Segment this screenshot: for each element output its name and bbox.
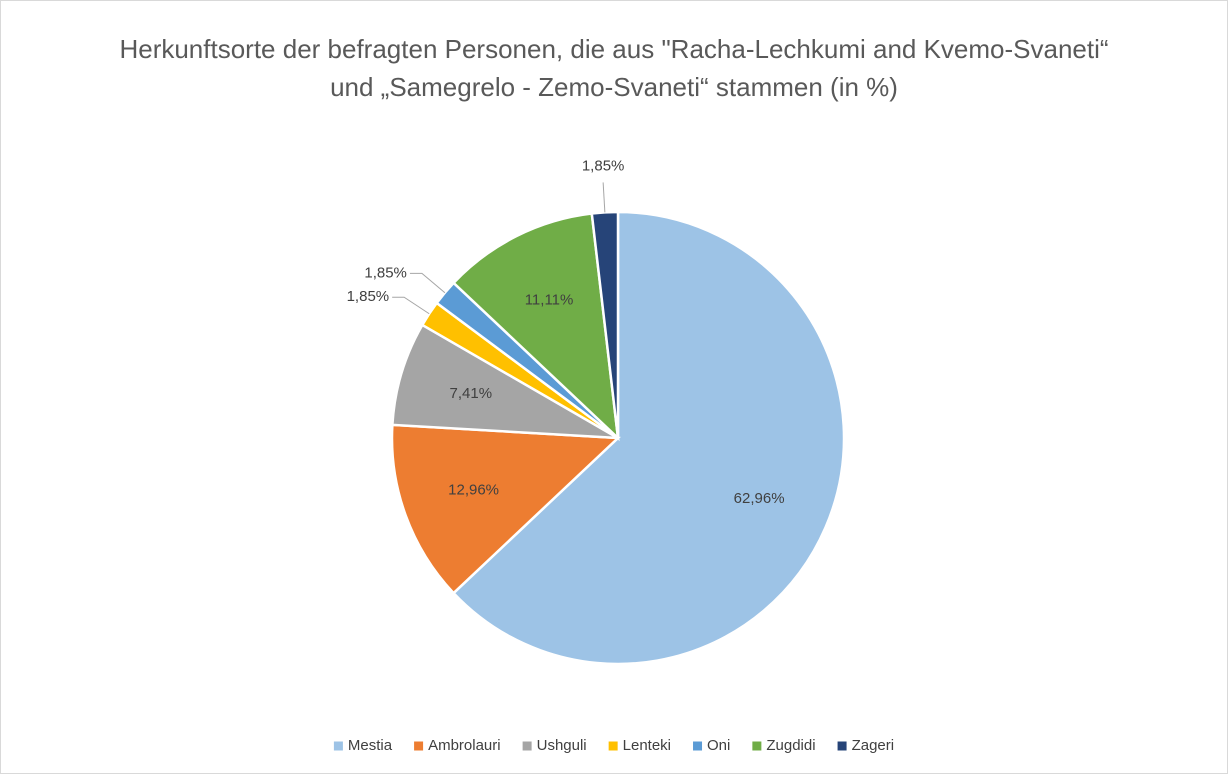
legend-label: Zugdidi: [766, 737, 815, 754]
legend-label: Lenteki: [623, 737, 671, 754]
legend-swatch: [693, 741, 703, 751]
leader-line: [409, 272, 446, 294]
legend-swatch: [414, 741, 424, 751]
data-label: 11,11%: [525, 292, 574, 309]
legend-swatch: [837, 741, 847, 751]
data-label: 62,96%: [734, 490, 785, 507]
data-label: 1,85%: [364, 264, 407, 281]
legend-swatch: [752, 741, 762, 751]
leader-line: [602, 182, 606, 213]
data-label: 12,96%: [448, 482, 499, 499]
pie-slice: [391, 323, 619, 440]
legend-swatch: [608, 741, 618, 751]
legend-swatch: [522, 741, 532, 751]
leader-line: [392, 296, 430, 315]
legend-label: Ambrolauri: [428, 737, 501, 754]
legend-label: Zageri: [852, 737, 895, 754]
data-label: 1,85%: [582, 157, 625, 174]
pie-slice: [451, 210, 846, 666]
pie-slice: [390, 423, 621, 595]
pie-slice: [451, 212, 620, 442]
chart-title: Herkunftsorte der befragten Personen, di…: [119, 34, 1109, 102]
data-label: 1,85%: [347, 288, 390, 305]
legend-label: Mestia: [348, 737, 393, 754]
legend-label: Oni: [707, 737, 730, 754]
data-label: 7,41%: [450, 385, 493, 402]
legend-swatch: [333, 741, 343, 751]
legend-label: Ushguli: [537, 737, 587, 754]
